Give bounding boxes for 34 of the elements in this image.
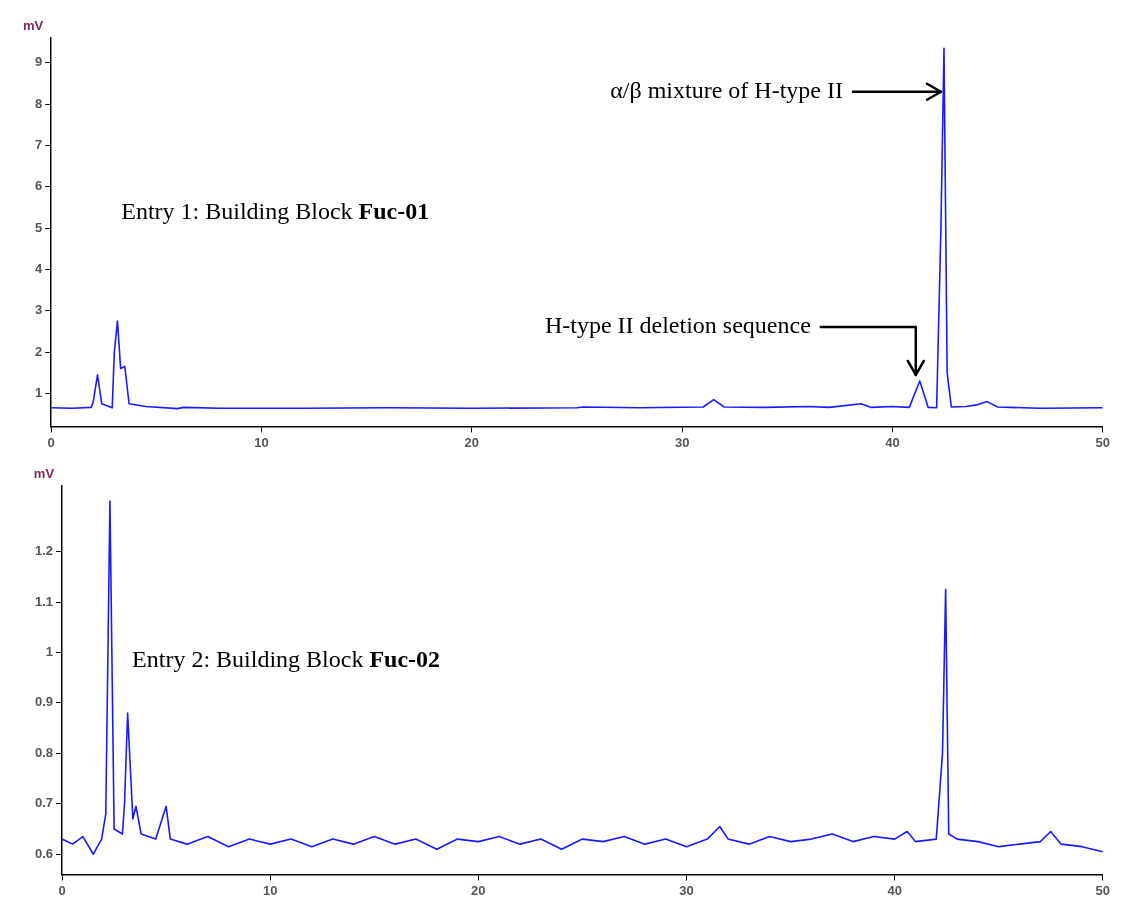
y-tick-label: 0.6 bbox=[34, 845, 54, 861]
x-tick-label: 10 bbox=[262, 882, 278, 898]
y-tick-label: 0.8 bbox=[34, 744, 54, 760]
annotation: Entry 2: Building Block Fuc-02 bbox=[132, 645, 441, 673]
y-tick-label: 1.2 bbox=[34, 543, 54, 559]
annotation: Entry 1: Building Block Fuc-01 bbox=[121, 197, 430, 225]
y-tick-label: 1.1 bbox=[34, 593, 54, 609]
annotation: α/β mixture of H-type II bbox=[610, 77, 843, 104]
y-tick-label: 8 bbox=[35, 95, 43, 111]
y-tick-label: 2 bbox=[35, 343, 43, 359]
y-axis-title: mV bbox=[23, 17, 44, 33]
y-tick-label: 7 bbox=[35, 137, 43, 153]
y-tick-label: 3 bbox=[35, 302, 43, 318]
x-tick-label: 30 bbox=[679, 882, 694, 898]
y-tick-label: 9 bbox=[35, 54, 43, 70]
x-tick-label: 50 bbox=[1095, 434, 1110, 450]
x-tick-label: 10 bbox=[254, 434, 269, 450]
y-tick-label: 4 bbox=[35, 260, 43, 276]
annotation: H-type II deletion sequence bbox=[544, 312, 811, 339]
y-tick-label: 0.9 bbox=[34, 694, 54, 710]
x-tick-label: 50 bbox=[1095, 882, 1110, 898]
y-tick-label: 1 bbox=[35, 384, 43, 400]
y-axis-title: mV bbox=[33, 465, 55, 481]
x-tick-label: 20 bbox=[471, 882, 486, 898]
y-tick-label: 5 bbox=[35, 219, 43, 235]
x-tick-label: 40 bbox=[887, 882, 902, 898]
x-tick-label: 0 bbox=[47, 434, 55, 450]
x-tick-label: 30 bbox=[674, 434, 690, 450]
y-tick-label: 6 bbox=[35, 178, 43, 194]
y-tick-label: 1 bbox=[45, 644, 54, 660]
x-tick-label: 40 bbox=[885, 434, 900, 450]
x-tick-label: 0 bbox=[58, 882, 66, 898]
y-tick-label: 0.7 bbox=[34, 795, 54, 811]
x-tick-label: 20 bbox=[464, 434, 480, 450]
